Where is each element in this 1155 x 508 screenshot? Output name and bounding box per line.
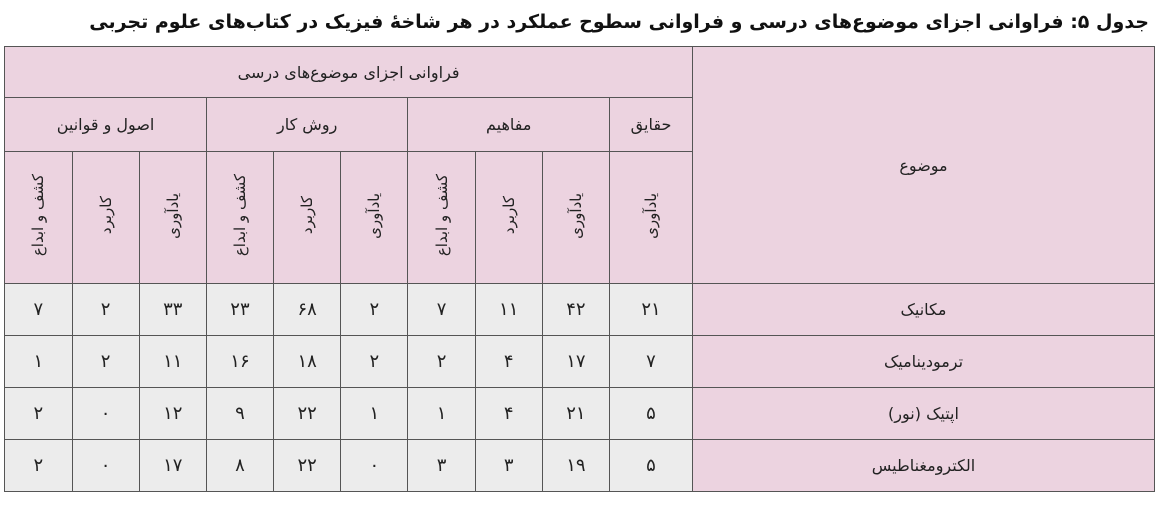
topic-cell: ترمودینامیک — [692, 335, 1155, 388]
value-cell: ۱۷ — [541, 335, 611, 388]
value-cell: ۱۷ — [138, 439, 207, 492]
value-cell: ۲۱ — [541, 387, 611, 440]
sub-header: کاربرد — [273, 151, 342, 284]
sub-header-text: کاربرد — [499, 196, 518, 235]
value-cell: ۲ — [4, 387, 73, 440]
group-header: اصول و قوانین — [4, 97, 207, 152]
value-cell: ۱۹ — [541, 439, 611, 492]
value-cell: ۲۳ — [205, 283, 275, 336]
value-cell: ۸ — [205, 439, 275, 492]
table-row: حقایق مفاهیم روش کار اصول و قوانین — [4, 97, 1155, 152]
value-cell: ۲ — [4, 439, 73, 492]
value-cell: ۱ — [407, 387, 476, 440]
value-cell: ۴ — [474, 335, 543, 388]
value-cell: ۳ — [407, 439, 476, 492]
sub-header: کشف و ابداع — [4, 151, 73, 284]
sub-header: کشف و ابداع — [407, 151, 476, 284]
sub-header-text: یادآوری — [566, 192, 585, 239]
sub-header-text: یادآوری — [163, 192, 182, 239]
value-cell: ۷ — [4, 283, 73, 336]
value-cell: ۲ — [340, 335, 409, 388]
value-cell: ۷ — [407, 283, 476, 336]
table-row: ترمودینامیک ۷ ۱۷ ۴ ۲ ۲ ۱۸ ۱۶ ۱۱ ۲ ۱ — [4, 335, 1155, 388]
value-cell: ۲۲ — [273, 439, 342, 492]
table-row: مکانیک ۲۱ ۴۲ ۱۱ ۷ ۲ ۶۸ ۲۳ ۳۳ ۲ ۷ — [4, 283, 1155, 336]
sub-header: یادآوری — [609, 151, 693, 284]
sub-header-text: کاربرد — [96, 196, 115, 235]
value-cell: ۹ — [205, 387, 275, 440]
table-row: الکترومغناطیس ۵ ۱۹ ۳ ۳ ۰ ۲۲ ۸ ۱۷ ۰ ۲ — [4, 439, 1155, 492]
value-cell: ۳ — [474, 439, 543, 492]
value-cell: ۵ — [609, 439, 693, 492]
group-header: مفاهیم — [407, 97, 610, 152]
value-cell: ۱۱ — [138, 335, 207, 388]
value-cell: ۲ — [71, 335, 140, 388]
value-cell: ۲۱ — [609, 283, 693, 336]
sub-header-text: کاربرد — [298, 196, 317, 235]
sub-header: یادآوری — [138, 151, 207, 284]
table-row: یادآوری یادآوری کاربرد کشف و ابداع یادآوری کا… — [4, 151, 1155, 284]
sub-header-text: کشف و ابداع — [432, 174, 451, 257]
value-cell: ۲ — [407, 335, 476, 388]
value-cell: ۲ — [340, 283, 409, 336]
sub-header: یادآوری — [541, 151, 611, 284]
sub-header: یادآوری — [340, 151, 409, 284]
main-header: فراوانی اجزای موضوع‌های درسی — [4, 46, 693, 98]
sub-header-text: یادآوری — [365, 192, 384, 239]
sub-header: کشف و ابداع — [205, 151, 275, 284]
value-cell: ۷ — [609, 335, 693, 388]
value-cell: ۲ — [71, 283, 140, 336]
table-row: موضوع فراوانی اجزای موضوع‌های درسی — [4, 46, 1155, 284]
value-cell: ۱۲ — [138, 387, 207, 440]
value-cell: ۰ — [340, 439, 409, 492]
value-cell: ۱ — [340, 387, 409, 440]
sub-header-text: کشف و ابداع — [29, 174, 48, 257]
sub-header-text: یادآوری — [642, 192, 660, 239]
value-cell: ۴۲ — [541, 283, 611, 336]
value-cell: ۰ — [71, 439, 140, 492]
value-cell: ۱۶ — [205, 335, 275, 388]
value-cell: ۰ — [71, 387, 140, 440]
group-header: روش کار — [205, 97, 409, 152]
value-cell: ۶۸ — [273, 283, 342, 336]
data-table: موضوع فراوانی اجزای موضوع‌های درسی حقایق مف… — [4, 46, 1155, 492]
group-header: حقایق — [609, 97, 693, 152]
sub-header-text: کشف و ابداع — [230, 174, 249, 257]
topic-header: موضوع — [692, 46, 1155, 284]
value-cell: ۱۸ — [273, 335, 342, 388]
value-cell: ۱ — [4, 335, 73, 388]
value-cell: ۲۲ — [273, 387, 342, 440]
value-cell: ۵ — [609, 387, 693, 440]
topic-cell: مکانیک — [692, 283, 1155, 336]
value-cell: ۱۱ — [474, 283, 543, 336]
topic-cell: اپتیک (نور) — [692, 387, 1155, 440]
table-title: جدول ۵: فراوانی اجزای موضوع‌های درسی و ف… — [89, 11, 1149, 33]
table-row: اپتیک (نور) ۵ ۲۱ ۴ ۱ ۱ ۲۲ ۹ ۱۲ ۰ ۲ — [4, 387, 1155, 440]
sub-header: کاربرد — [474, 151, 543, 284]
sub-header: کاربرد — [71, 151, 140, 284]
value-cell: ۴ — [474, 387, 543, 440]
topic-cell: الکترومغناطیس — [692, 439, 1155, 492]
value-cell: ۳۳ — [138, 283, 207, 336]
